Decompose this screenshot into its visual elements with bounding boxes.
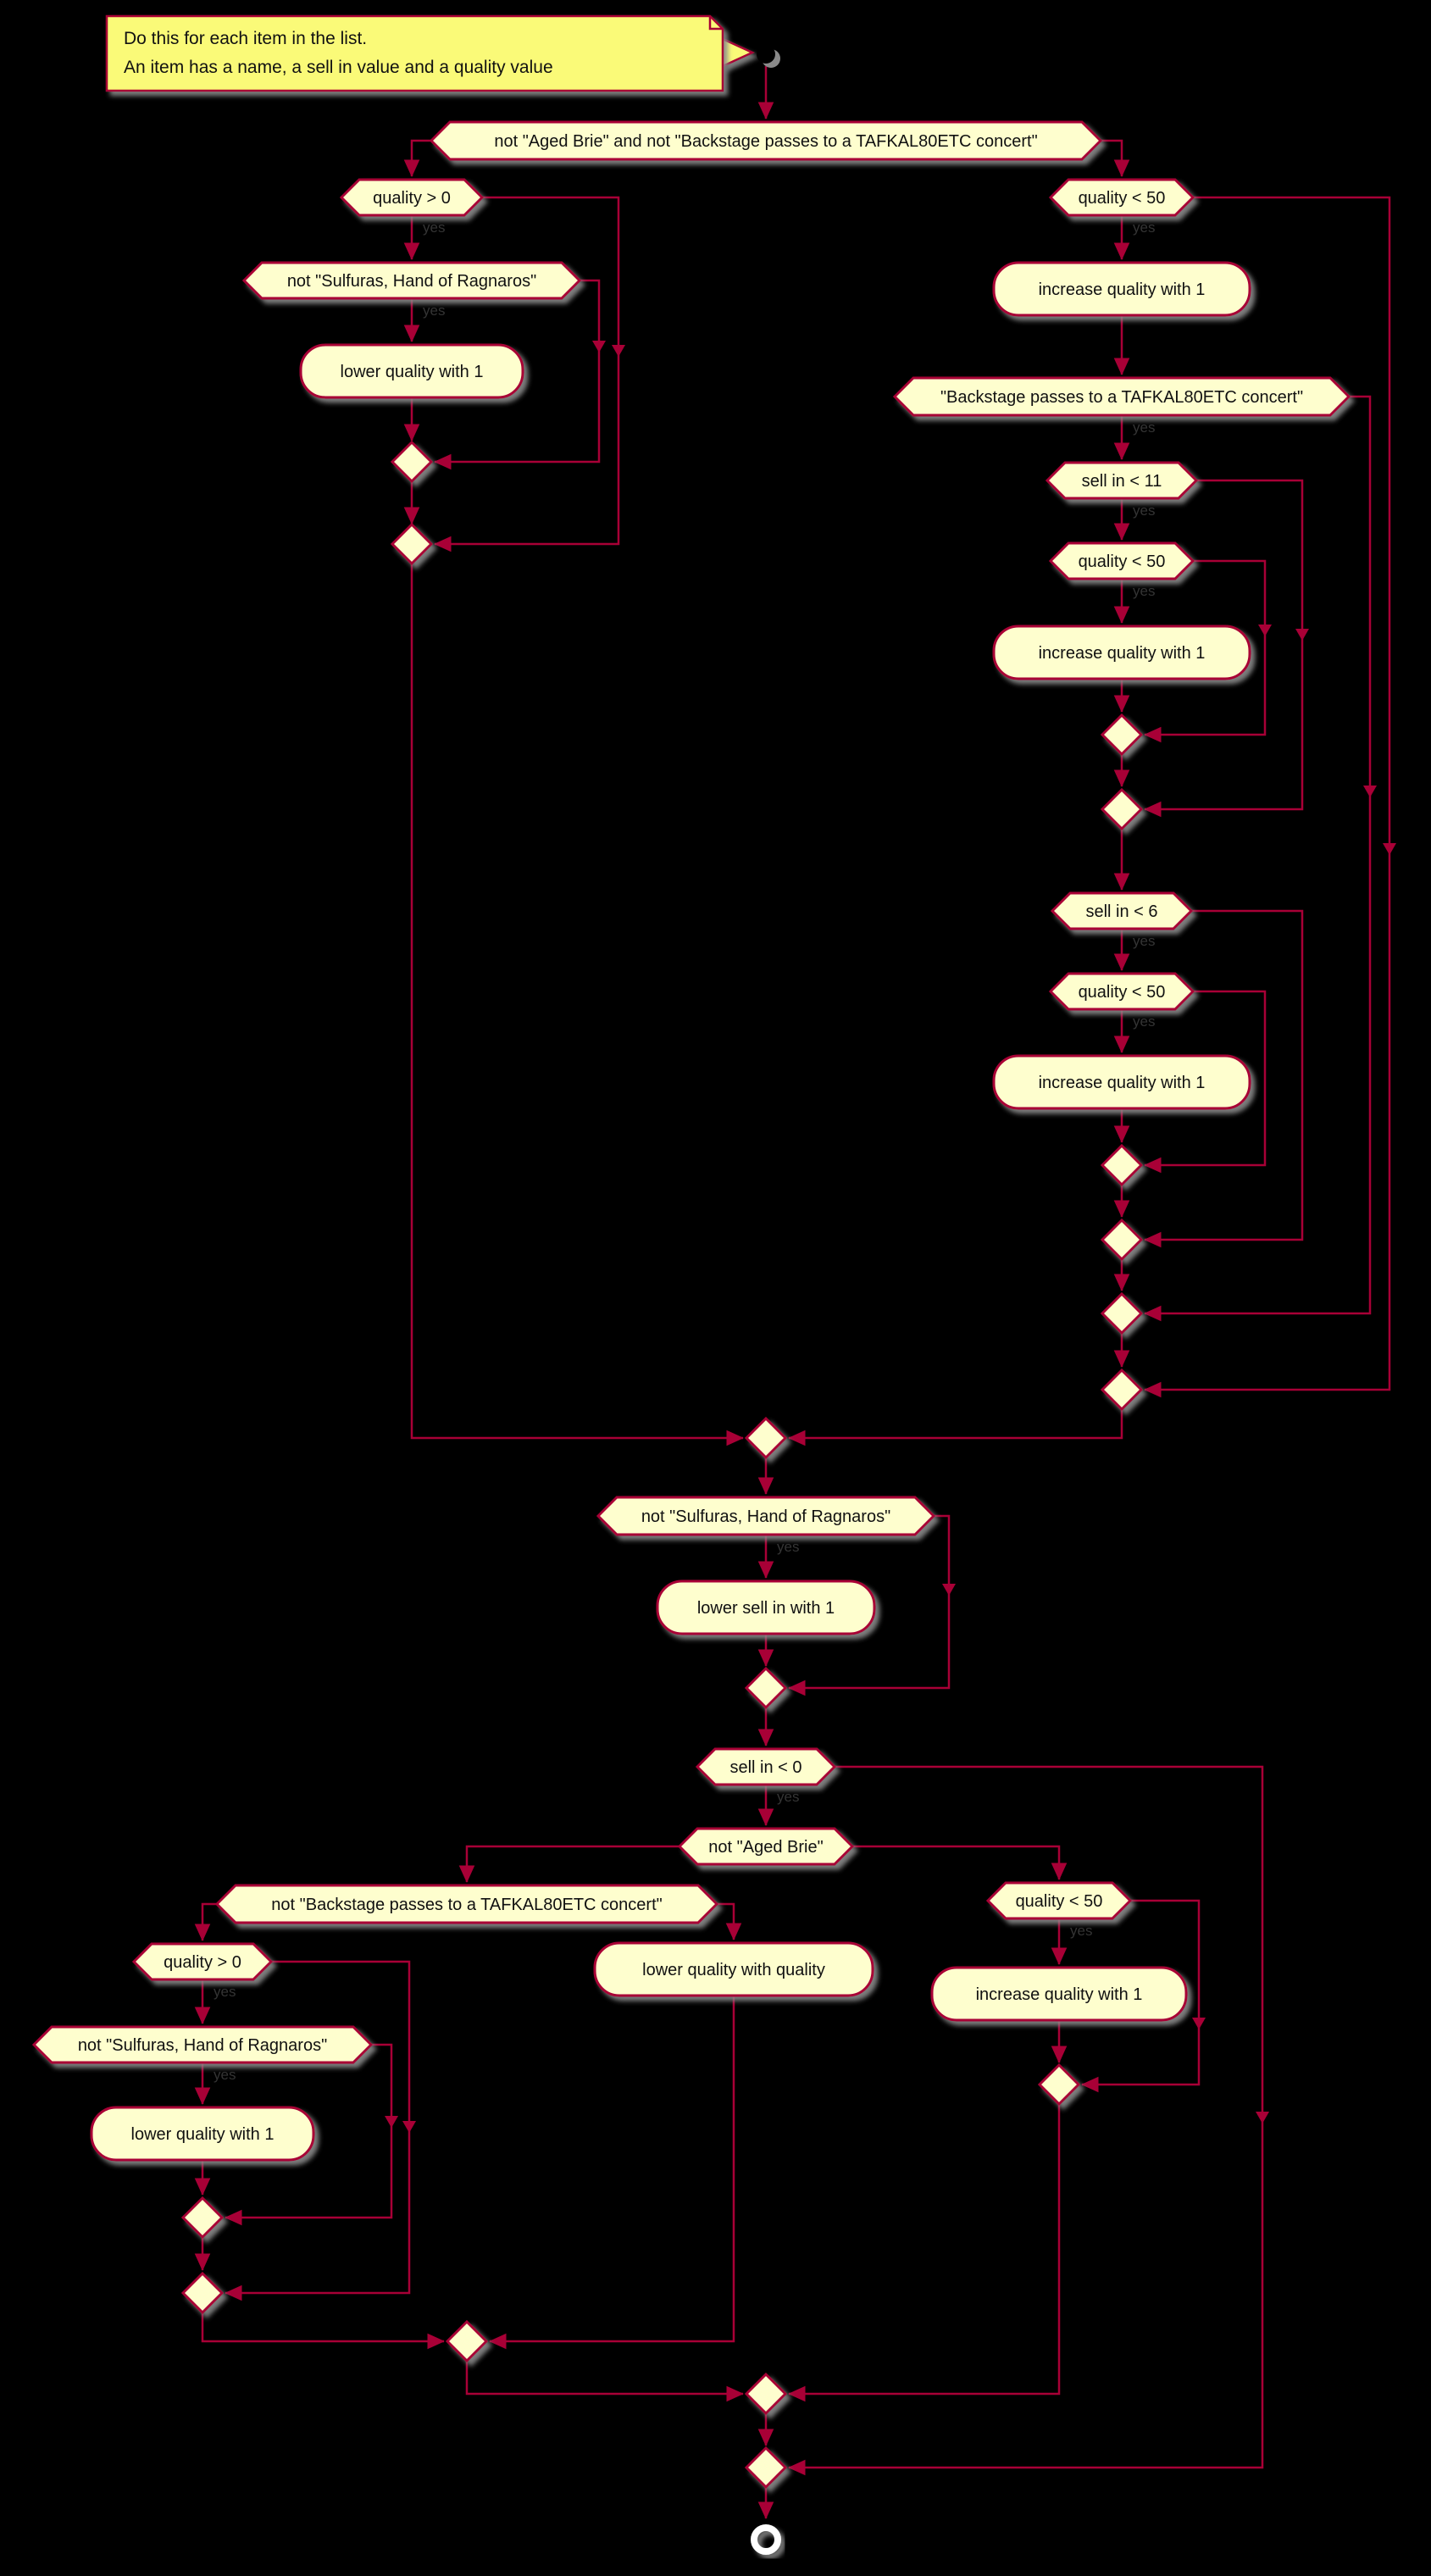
decision-quality-lt50-bot-label: quality < 50 xyxy=(1016,1892,1103,1911)
merge-diamond-botleft-2 xyxy=(180,2271,225,2315)
decision-not-backstage-bot xyxy=(214,1884,719,1924)
merge-diamond-botright xyxy=(1037,2062,1081,2107)
activity-increase-quality-bot xyxy=(930,1966,1188,2022)
yes-label: yes xyxy=(1133,219,1155,236)
decision-not-aged-brie xyxy=(677,1827,855,1866)
yes-label: yes xyxy=(1133,502,1155,519)
merge-diamond-right-c1 xyxy=(1100,1291,1144,1335)
activity-increase-quality-top xyxy=(992,261,1251,317)
flow-edges xyxy=(194,66,1391,2519)
decision-quality-lt50-top xyxy=(1048,178,1195,217)
activity-increase-quality-top-label: increase quality with 1 xyxy=(1039,280,1206,299)
yes-label: yes xyxy=(1133,583,1155,599)
merge-diamond-right-b2 xyxy=(1100,1218,1144,1262)
decision-quality-lt50-bot xyxy=(985,1881,1133,1920)
merge-diamond-left-2 xyxy=(390,522,434,566)
activity-lower-quality-bot-label: lower quality with 1 xyxy=(131,2125,275,2144)
decision-sellin-lt11-label: sell in < 11 xyxy=(1082,472,1162,491)
decision-not-sulfuras-bot xyxy=(31,2025,374,2064)
decision-quality-lt50-b-label: quality < 50 xyxy=(1079,983,1166,1002)
activity-lower-sellin-label: lower sell in with 1 xyxy=(697,1599,835,1618)
branch-labels: yes yes yes yes yes yes yes yes yes yes … xyxy=(214,219,1155,2083)
decision-not-aged-brie-label: not "Aged Brie" xyxy=(708,1838,823,1857)
end-node xyxy=(751,2524,781,2555)
note-body xyxy=(105,14,724,92)
merge-diamond-right-b1 xyxy=(1100,1143,1144,1187)
merge-diamond-final-1 xyxy=(744,2372,788,2416)
note-line-2: An item has a name, a sell in value and … xyxy=(124,58,553,77)
merge-diamond-right-c2 xyxy=(1100,1368,1144,1412)
decision-quality-gt0-top-label: quality > 0 xyxy=(373,189,451,208)
end-node-ring xyxy=(751,2524,781,2555)
note-pointer xyxy=(721,37,756,68)
decision-quality-lt50-a-label: quality < 50 xyxy=(1079,552,1166,571)
yes-label: yes xyxy=(214,2067,236,2083)
decision-not-brie-not-backstage-label: not "Aged Brie" and not "Backstage passe… xyxy=(494,132,1037,151)
note: Do this for each item in the list. An it… xyxy=(105,14,756,92)
activity-lower-sellin xyxy=(656,1579,876,1635)
decision-backstage-label: "Backstage passes to a TAFKAL80ETC conce… xyxy=(940,388,1303,407)
activity-lower-quality-quality-label: lower quality with quality xyxy=(642,1961,825,1979)
mid-edge-arrowheads xyxy=(385,341,1396,2133)
decision-quality-gt0-top xyxy=(339,178,485,217)
merge-diamond-right-a2 xyxy=(1100,787,1144,831)
yes-label: yes xyxy=(1133,419,1155,436)
merge-diamond-left-1 xyxy=(390,440,434,484)
diagram-nodes: not "Aged Brie" and not "Backstage passe… xyxy=(31,120,1351,2490)
decision-sellin-lt11 xyxy=(1045,461,1199,500)
merge-diamond-midleft xyxy=(445,2319,489,2363)
yes-label: yes xyxy=(1133,1013,1155,1030)
start-node xyxy=(757,45,780,68)
decision-not-sulfuras-top-label: not "Sulfuras, Hand of Ragnaros" xyxy=(287,272,536,291)
decision-backstage xyxy=(892,376,1351,417)
yes-label: yes xyxy=(777,1789,799,1805)
merge-diamond-botleft-1 xyxy=(180,2196,225,2240)
decision-sellin-lt6 xyxy=(1050,891,1194,930)
decision-not-sulfuras-mid xyxy=(596,1496,936,1536)
activity-increase-quality-b xyxy=(992,1054,1251,1110)
decision-sellin-lt0 xyxy=(695,1747,837,1786)
decision-sellin-lt6-label: sell in < 6 xyxy=(1085,902,1157,921)
yes-label: yes xyxy=(423,303,445,319)
merge-diamond-center xyxy=(744,1416,788,1460)
yes-label: yes xyxy=(423,219,445,236)
merge-diamond-right-a1 xyxy=(1100,713,1144,757)
decision-not-sulfuras-mid-label: not "Sulfuras, Hand of Ragnaros" xyxy=(641,1507,890,1526)
yes-label: yes xyxy=(1070,1923,1092,1939)
merge-diamond-final-2 xyxy=(744,2446,788,2490)
activity-lower-quality-quality xyxy=(593,1941,874,1997)
yes-label: yes xyxy=(1133,933,1155,949)
activity-increase-quality-bot-label: increase quality with 1 xyxy=(976,1985,1143,2004)
decision-not-sulfuras-top xyxy=(241,261,582,300)
decision-not-sulfuras-bot-label: not "Sulfuras, Hand of Ragnaros" xyxy=(78,2036,327,2055)
note-line-1: Do this for each item in the list. xyxy=(124,29,367,48)
decision-sellin-lt0-label: sell in < 0 xyxy=(729,1758,801,1777)
activity-increase-quality-b-label: increase quality with 1 xyxy=(1039,1074,1206,1092)
yes-label: yes xyxy=(214,1984,236,2000)
activity-lower-quality-top-label: lower quality with 1 xyxy=(341,363,484,381)
decision-not-brie-not-backstage xyxy=(429,120,1103,161)
activity-increase-quality-a-label: increase quality with 1 xyxy=(1039,644,1206,663)
activity-increase-quality-a xyxy=(992,625,1251,680)
merge-diamond-mid xyxy=(744,1666,788,1710)
decision-quality-lt50-top-label: quality < 50 xyxy=(1079,189,1166,208)
note-fold-icon xyxy=(708,16,723,31)
decision-quality-lt50-b xyxy=(1048,972,1195,1011)
activity-lower-quality-bot xyxy=(90,2106,315,2162)
activity-lower-quality-top xyxy=(299,343,524,399)
decision-quality-gt0-bot-label: quality > 0 xyxy=(164,1953,241,1972)
decision-quality-gt0-bot xyxy=(131,1942,274,1981)
decision-quality-lt50-a xyxy=(1048,541,1195,580)
start-node-circle xyxy=(757,45,775,64)
decision-not-backstage-bot-label: not "Backstage passes to a TAFKAL80ETC c… xyxy=(271,1896,662,1914)
yes-label: yes xyxy=(777,1539,799,1555)
